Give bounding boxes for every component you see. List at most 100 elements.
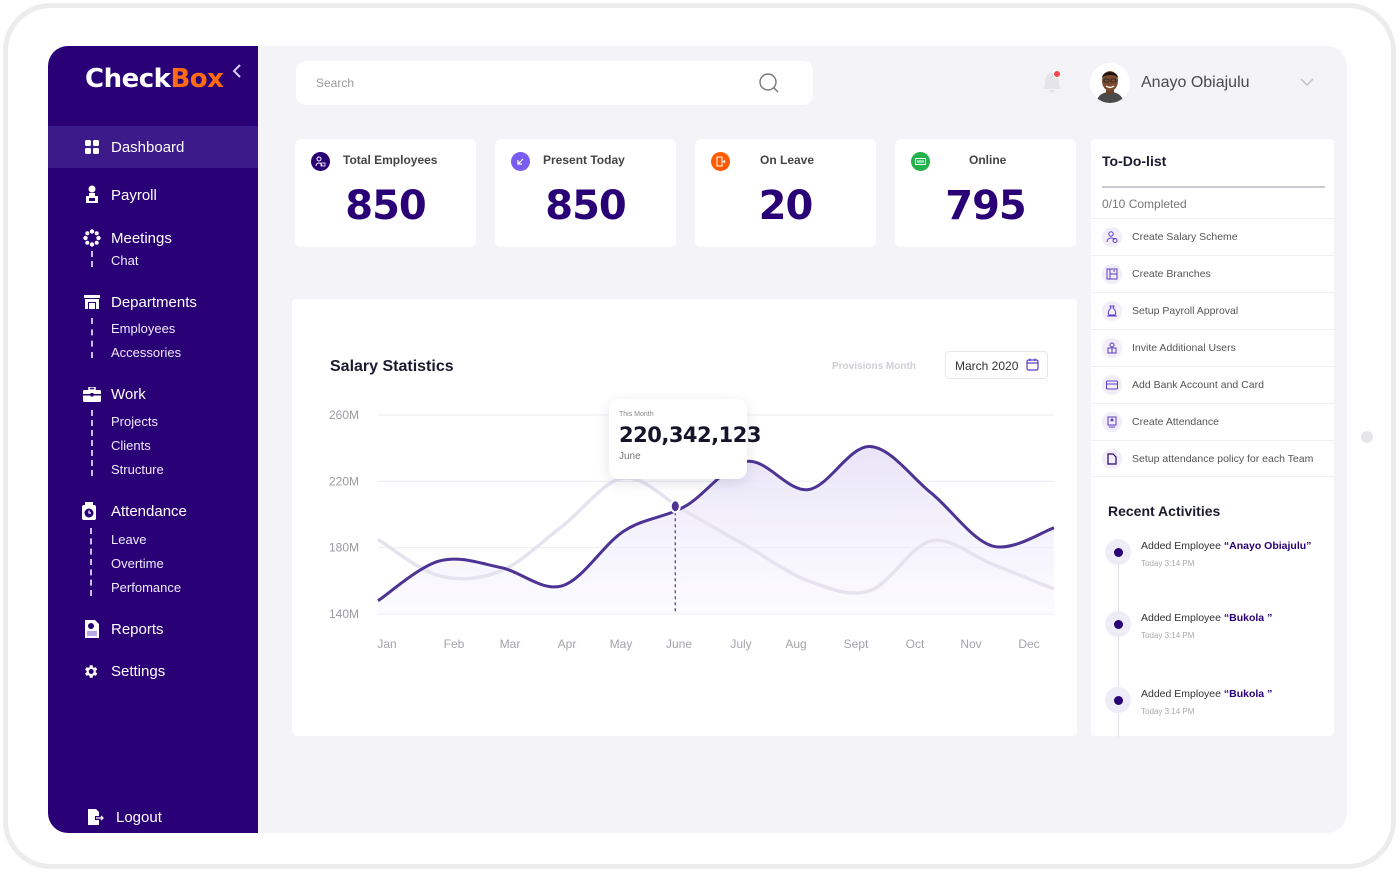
data-point-this-year-dec[interactable] bbox=[1050, 524, 1058, 532]
timeline-dot-icon bbox=[1105, 611, 1131, 637]
sidebar-subitem-structure[interactable]: Structure bbox=[111, 462, 164, 477]
sidebar-subitem-employees[interactable]: Employees bbox=[111, 321, 176, 336]
timeline-dot-icon bbox=[1105, 687, 1131, 713]
data-point-this-year-sept[interactable] bbox=[866, 443, 874, 451]
user-photo bbox=[1090, 63, 1130, 103]
sidebar-subitem-accessories[interactable]: Accessories bbox=[111, 345, 182, 360]
x-tick-label: Dec bbox=[1018, 637, 1039, 651]
highlight-point[interactable] bbox=[669, 499, 681, 514]
data-point-comparison-oct[interactable] bbox=[927, 537, 935, 545]
submenu-connector bbox=[91, 318, 93, 358]
month-picker-value: March 2020 bbox=[955, 359, 1019, 373]
data-point-comparison-jan[interactable] bbox=[374, 535, 382, 543]
data-point-this-year-oct[interactable] bbox=[927, 489, 935, 497]
data-point-comparison-july[interactable] bbox=[743, 542, 751, 550]
todo-item[interactable]: Create Branches bbox=[1091, 255, 1334, 292]
sidebar-item-attendance[interactable]: Attendance bbox=[48, 490, 258, 532]
data-point-this-year-may[interactable] bbox=[620, 527, 628, 535]
tooltip-label: This Month bbox=[619, 411, 654, 418]
todo-item[interactable]: Invite Additional Users bbox=[1091, 329, 1334, 366]
stat-card-total-employees[interactable]: Total Employees 850 bbox=[295, 139, 476, 247]
sidebar-item-settings[interactable]: Settings bbox=[48, 650, 258, 692]
activity-action: Added Employee bbox=[1141, 688, 1224, 700]
activity-subject: “Bukola ” bbox=[1223, 612, 1273, 624]
invite-users-icon bbox=[1102, 338, 1122, 358]
sidebar-item-dashboard[interactable]: Dashboard bbox=[48, 126, 258, 168]
x-tick-label: Sept bbox=[844, 637, 869, 651]
todo-item[interactable]: Add Bank Account and Card bbox=[1091, 366, 1334, 403]
bell-icon bbox=[1043, 70, 1061, 93]
sidebar-item-departments[interactable]: Departments bbox=[48, 281, 258, 323]
search-bar bbox=[296, 61, 813, 105]
salary-scheme-icon bbox=[1102, 227, 1122, 247]
activity-time: Today 3:14 PM bbox=[1141, 559, 1195, 568]
data-point-comparison-apr[interactable] bbox=[558, 522, 566, 530]
sidebar-subitem-clients[interactable]: Clients bbox=[111, 438, 151, 453]
submenu-connector bbox=[90, 528, 92, 596]
stat-card-on-leave[interactable]: On Leave 20 bbox=[695, 139, 876, 247]
sidebar-subitem-leave[interactable]: Leave bbox=[111, 532, 147, 547]
search-icon[interactable] bbox=[758, 72, 780, 99]
todo-item[interactable]: Create Salary Scheme bbox=[1091, 218, 1334, 255]
data-point-comparison-dec[interactable] bbox=[1050, 585, 1058, 593]
meetings-icon bbox=[83, 229, 101, 247]
sidebar-subitem-performance[interactable]: Perfomance bbox=[111, 580, 182, 595]
salary-statistics-panel: Salary Statistics Provisions Month March… bbox=[292, 299, 1077, 736]
activity-time: Today 3:14 PM bbox=[1141, 707, 1195, 716]
data-point-comparison-mar[interactable] bbox=[497, 567, 505, 575]
brand-logo[interactable]: CheckBox bbox=[85, 64, 224, 94]
gear-icon bbox=[81, 662, 99, 680]
data-point-this-year-nov[interactable] bbox=[989, 542, 997, 550]
data-point-this-year-apr[interactable] bbox=[558, 582, 566, 590]
stat-title: Present Today bbox=[543, 153, 625, 167]
x-tick-label: Feb bbox=[444, 637, 465, 651]
sidebar-subitem-overtime[interactable]: Overtime bbox=[111, 556, 164, 571]
monitor-icon bbox=[911, 152, 930, 171]
collapse-sidebar-button[interactable] bbox=[232, 62, 242, 85]
sidebar-subitem-projects[interactable]: Projects bbox=[111, 414, 158, 429]
data-point-this-year-aug[interactable] bbox=[804, 486, 812, 494]
sidebar-subitem-chat[interactable]: Chat bbox=[111, 253, 139, 268]
stat-card-present-today[interactable]: Present Today 850 bbox=[495, 139, 676, 247]
todo-item[interactable]: Setup Payroll Approval bbox=[1091, 292, 1334, 329]
brand-name-check: Check bbox=[85, 64, 171, 94]
user-name[interactable]: Anayo Obiajulu bbox=[1141, 74, 1250, 91]
stat-title: On Leave bbox=[760, 153, 815, 167]
x-tick-label: Apr bbox=[558, 637, 577, 651]
data-point-comparison-june[interactable] bbox=[681, 507, 689, 515]
tooltip-value: 220,342,123 bbox=[619, 423, 761, 447]
x-tick-label: June bbox=[666, 637, 692, 651]
logout-button[interactable]: Logout bbox=[48, 796, 258, 833]
todo-item[interactable]: Setup attendance policy for each Team bbox=[1091, 440, 1334, 477]
briefcase-icon bbox=[83, 385, 101, 403]
data-point-comparison-feb[interactable] bbox=[435, 572, 443, 580]
y-tick-label: 220M bbox=[329, 474, 359, 488]
payroll-icon bbox=[83, 185, 101, 204]
data-point-this-year-feb[interactable] bbox=[435, 557, 443, 565]
sidebar-item-work[interactable]: Work bbox=[48, 373, 258, 415]
todo-item[interactable]: Create Attendance bbox=[1091, 403, 1334, 440]
panel-title: Salary Statistics bbox=[330, 358, 454, 375]
data-point-comparison-nov[interactable] bbox=[989, 560, 997, 568]
sidebar-item-payroll[interactable]: Payroll bbox=[48, 174, 258, 216]
data-point-this-year-jan[interactable] bbox=[374, 597, 382, 605]
salary-line-chart[interactable]: 140M 180M 220M 260M Jan Feb Mar Apr May June July… bbox=[292, 299, 1077, 736]
data-point-comparison-sept[interactable] bbox=[866, 587, 874, 595]
activity-text: Added Employee “Anayo Obiajulu” bbox=[1141, 540, 1311, 552]
todo-item-label: Create Salary Scheme bbox=[1132, 231, 1238, 243]
user-menu-button[interactable] bbox=[1300, 74, 1314, 92]
sidebar-item-reports[interactable]: Reports bbox=[48, 608, 258, 650]
user-avatar[interactable] bbox=[1090, 63, 1130, 103]
notifications-button[interactable] bbox=[1041, 70, 1063, 99]
data-point-comparison-aug[interactable] bbox=[804, 577, 812, 585]
activity-text: Added Employee “Bukola ” bbox=[1141, 688, 1272, 700]
activity-time: Today 3:14 PM bbox=[1141, 631, 1195, 640]
sidebar-item-meetings[interactable]: Meetings bbox=[48, 217, 258, 259]
search-input[interactable] bbox=[316, 73, 736, 93]
month-picker[interactable]: March 2020 bbox=[945, 351, 1048, 379]
x-tick-label: Mar bbox=[500, 637, 521, 651]
stat-title: Total Employees bbox=[343, 153, 438, 167]
activity-subject: “Bukola ” bbox=[1223, 688, 1273, 700]
sidebar-item-label: Departments bbox=[111, 293, 197, 311]
stat-card-online[interactable]: Online 795 bbox=[895, 139, 1076, 247]
